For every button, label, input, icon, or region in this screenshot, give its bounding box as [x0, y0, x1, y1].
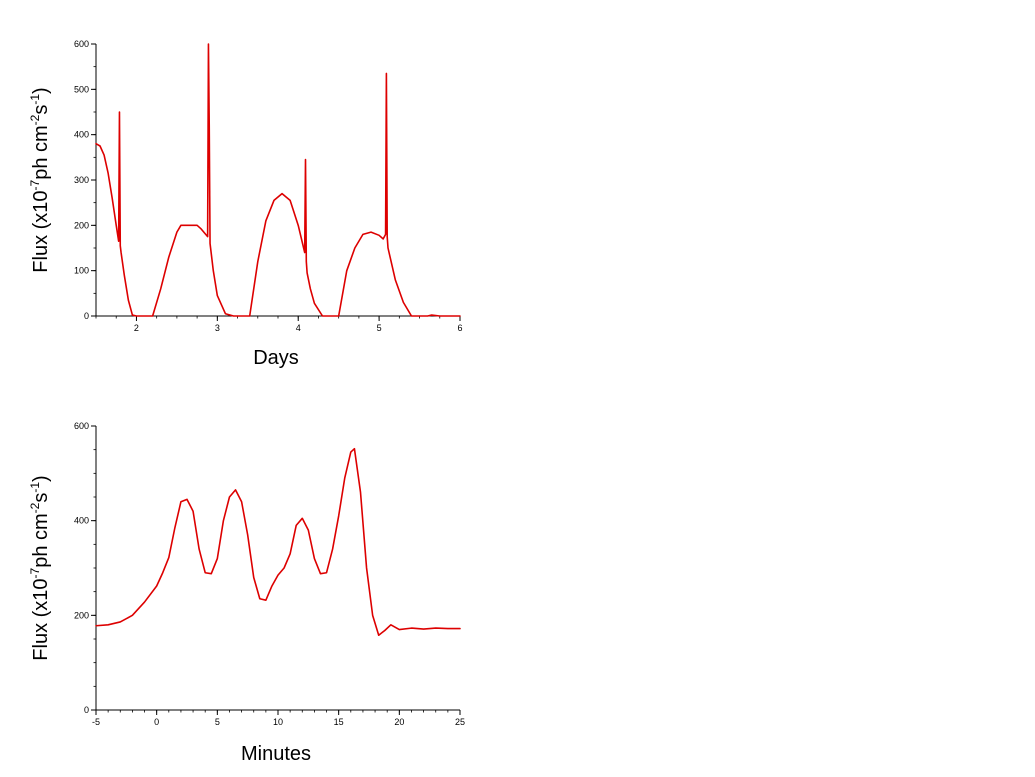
- series-line: [95, 447, 461, 637]
- x-tick-label: 10: [273, 717, 283, 727]
- x-tick-label: 15: [334, 717, 344, 727]
- x-tick-label: -5: [92, 717, 100, 727]
- x-tick-label: 0: [154, 717, 159, 727]
- x-tick-label: 5: [377, 323, 382, 333]
- y-tick-label: 400: [74, 516, 89, 526]
- y-tick-label: 200: [74, 220, 89, 230]
- y-axis-title: Flux (x10-7ph cm-2s-1): [28, 475, 52, 660]
- x-tick-label: 2: [134, 323, 139, 333]
- y-tick-label: 300: [74, 175, 89, 185]
- x-tick-label: 20: [394, 717, 404, 727]
- x-tick-label: 4: [296, 323, 301, 333]
- y-tick-label: 500: [74, 84, 89, 94]
- x-tick-label: 25: [455, 717, 465, 727]
- x-axis-title: Days: [253, 347, 299, 369]
- y-tick-label: 200: [74, 610, 89, 620]
- series-line: [95, 43, 461, 317]
- y-tick-label: 600: [74, 421, 89, 431]
- x-tick-label: 6: [457, 323, 462, 333]
- top-chart-panel: 2 3 4 5 6 0 100 200 300 400 500 600 Days Flux (x10-7p…: [28, 39, 463, 369]
- x-tick-label: 3: [215, 323, 220, 333]
- x-tick-label: 5: [215, 717, 220, 727]
- y-tick-label: 0: [84, 705, 89, 715]
- y-tick-label: 0: [84, 311, 89, 321]
- y-tick-label: 100: [74, 266, 89, 276]
- y-tick-label: 600: [74, 39, 89, 49]
- y-tick-label: 400: [74, 130, 89, 140]
- x-axis-title: Minutes: [241, 743, 311, 765]
- y-axis-title: Flux (x10-7ph cm-2s-1): [28, 87, 52, 272]
